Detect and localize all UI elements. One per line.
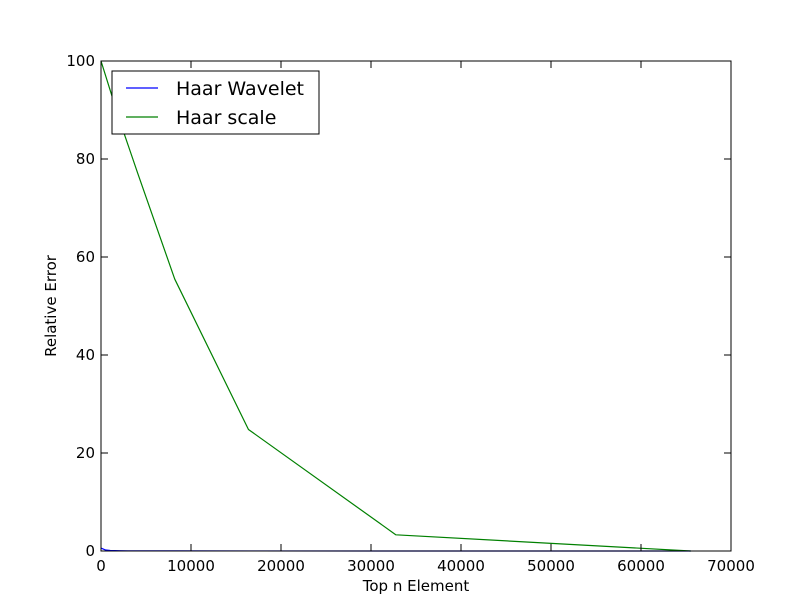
legend: Haar Wavelet Haar scale	[111, 70, 320, 135]
x-tick-label: 60000	[617, 557, 665, 575]
legend-label-1: Haar Wavelet	[176, 78, 304, 100]
x-tick-label: 0	[96, 557, 106, 575]
y-tick-label: 100	[66, 52, 95, 70]
ticks-layer: 0 10000 20000 30000 40000 50000 60000 70000 0 20 4…	[66, 52, 755, 575]
x-tick-label: 10000	[167, 557, 215, 575]
x-tick-label: 40000	[437, 557, 485, 575]
x-axis-label: Top n Element	[362, 577, 470, 595]
series-line-2	[100, 60, 691, 552]
x-tick-label: 30000	[347, 557, 395, 575]
y-tick-label: 0	[85, 542, 95, 560]
y-tick-label: 20	[76, 444, 95, 462]
y-tick-label: 60	[76, 248, 95, 266]
x-tick-label: 50000	[527, 557, 575, 575]
y-axis-label: Relative Error	[42, 254, 60, 357]
legend-label-2: Haar scale	[176, 107, 276, 129]
y-tick-label: 80	[76, 150, 95, 168]
x-tick-label: 70000	[707, 557, 755, 575]
legend-box	[111, 70, 320, 135]
plot-frame	[100, 60, 732, 552]
y-tick-label: 40	[76, 346, 95, 364]
x-tick-label: 20000	[257, 557, 305, 575]
